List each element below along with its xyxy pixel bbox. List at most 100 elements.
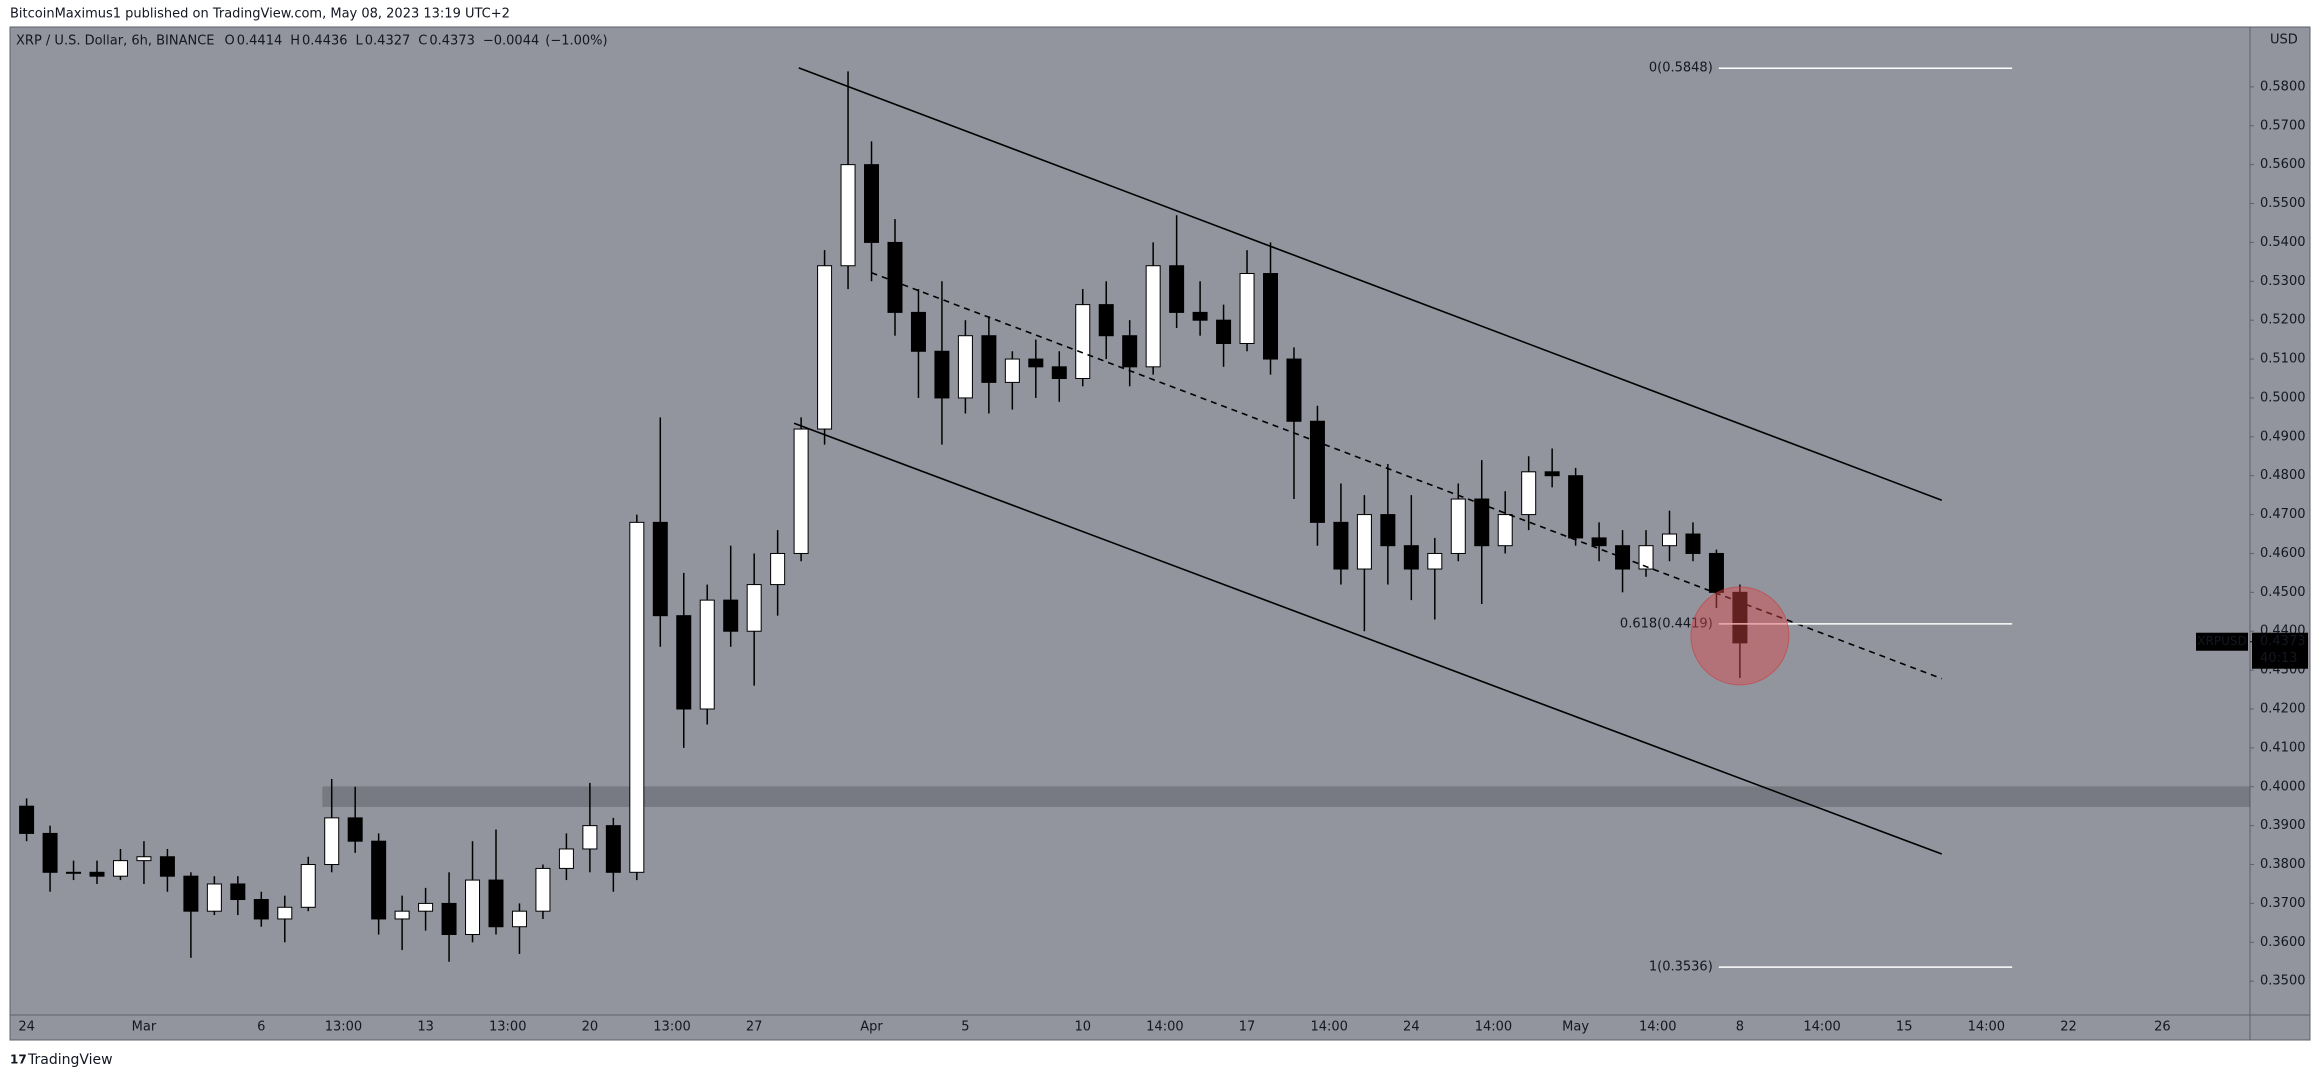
candle-body — [89, 871, 105, 877]
y-tick-label: 0.5000 — [2260, 390, 2306, 405]
candle-body — [1450, 498, 1466, 554]
y-tick-label: 0.5300 — [2260, 274, 2306, 289]
candle-body — [324, 817, 340, 866]
candle-body — [1356, 514, 1372, 570]
candle-body — [371, 840, 387, 920]
x-tick-label: 22 — [2060, 1020, 2077, 1035]
ohlc-text: 0.4414 — [237, 34, 283, 49]
y-tick-label: 0.5700 — [2260, 118, 2306, 133]
candle-body — [112, 860, 128, 877]
fib-label: 0.618(0.4419) — [1620, 616, 1713, 631]
candle-body — [441, 902, 457, 936]
candle-body — [1521, 471, 1537, 516]
candle-body — [418, 902, 434, 912]
candle-body — [535, 867, 551, 912]
candle-body — [1263, 273, 1279, 360]
candle-body — [1708, 552, 1724, 593]
x-tick-label: Mar — [132, 1020, 157, 1035]
candle-body — [1497, 514, 1513, 547]
ohlc-text: −0.0044 — [483, 34, 539, 49]
candle-body — [1568, 475, 1584, 539]
candle-body — [1169, 265, 1185, 313]
candle-body — [1075, 304, 1091, 379]
candle-body — [1122, 335, 1138, 368]
y-tick-label: 0.3500 — [2260, 974, 2306, 989]
axis-unit: USD — [2270, 33, 2298, 48]
candle-body — [300, 864, 316, 908]
candle-body — [1403, 545, 1419, 570]
candle-body — [676, 615, 692, 710]
candle-body — [558, 848, 574, 869]
symbol-label: XRPUSD — [2197, 634, 2246, 648]
y-tick-label: 0.4000 — [2260, 779, 2306, 794]
candle-body — [1098, 304, 1114, 337]
candle-body — [1380, 514, 1396, 547]
y-tick-label: 0.3700 — [2260, 896, 2306, 911]
x-tick-label: 14:00 — [1310, 1020, 1347, 1035]
candle-body — [864, 164, 880, 243]
candle-body — [652, 521, 668, 617]
fib-label: 0(0.5848) — [1649, 61, 1713, 76]
candle-body — [817, 265, 833, 430]
fib-label: 1(0.3536) — [1649, 960, 1713, 975]
y-tick-label: 0.5200 — [2260, 313, 2306, 328]
symbol-tag — [2196, 632, 2248, 651]
x-tick-label: 13 — [417, 1020, 434, 1035]
support-zone — [322, 786, 2250, 807]
candle-body — [699, 599, 715, 710]
candle-body — [1004, 358, 1020, 383]
candle-body — [1732, 591, 1748, 644]
x-tick-label: 14:00 — [1968, 1020, 2005, 1035]
candle-body — [1544, 471, 1560, 477]
x-tick-label: 14:00 — [1475, 1020, 1512, 1035]
candle-body — [511, 910, 527, 928]
candle-body — [910, 311, 926, 352]
candle-body — [1333, 521, 1349, 570]
candle-body — [1662, 533, 1677, 547]
ohlc-text: 0.4327 — [365, 34, 411, 49]
x-tick-label: 13:00 — [325, 1020, 362, 1035]
y-tick-label: 0.5100 — [2260, 352, 2306, 367]
y-tick-label: 0.4900 — [2260, 429, 2306, 444]
footer-brand: TradingView — [27, 1052, 113, 1068]
y-tick-label: 0.4700 — [2260, 507, 2306, 522]
x-tick-label: 8 — [1736, 1020, 1744, 1035]
candle-body — [1051, 366, 1067, 379]
candle-body — [488, 879, 504, 928]
candle-body — [582, 825, 598, 850]
x-tick-label: 13:00 — [653, 1020, 690, 1035]
candle-body — [66, 871, 82, 874]
chart-title: XRP / U.S. Dollar, 6h, BINANCE — [16, 34, 215, 49]
y-tick-label: 0.3600 — [2260, 935, 2306, 950]
x-tick-label: 24 — [1403, 1020, 1420, 1035]
candle-body — [1286, 358, 1302, 422]
candle-body — [629, 521, 645, 873]
candle-body — [840, 164, 856, 267]
x-tick-label: 10 — [1074, 1020, 1091, 1035]
candle-body — [1638, 545, 1654, 570]
footer-logo: 17 — [10, 1053, 27, 1067]
x-tick-label: 15 — [1896, 1020, 1913, 1035]
candle-body — [183, 875, 199, 912]
candle-body — [1427, 552, 1443, 570]
candle-body — [1145, 265, 1161, 368]
candle-body — [605, 825, 621, 873]
x-tick-label: May — [1562, 1020, 1589, 1035]
x-tick-label: 24 — [18, 1020, 35, 1035]
candle-body — [1216, 319, 1232, 345]
channel-line — [871, 271, 1943, 680]
ohlc-text: (−1.00%) — [545, 34, 607, 49]
candle-body — [277, 906, 293, 920]
candle-body — [394, 910, 410, 920]
candle-body — [347, 817, 363, 842]
candle-body — [746, 584, 762, 632]
candle-body — [1474, 498, 1490, 547]
candle-body — [770, 552, 786, 586]
x-tick-label: 14:00 — [1803, 1020, 1840, 1035]
x-tick-label: 26 — [2154, 1020, 2171, 1035]
candle-body — [934, 350, 950, 399]
ohlc-text: L — [356, 34, 364, 49]
candle-body — [1309, 420, 1325, 523]
candle-body — [723, 599, 739, 632]
